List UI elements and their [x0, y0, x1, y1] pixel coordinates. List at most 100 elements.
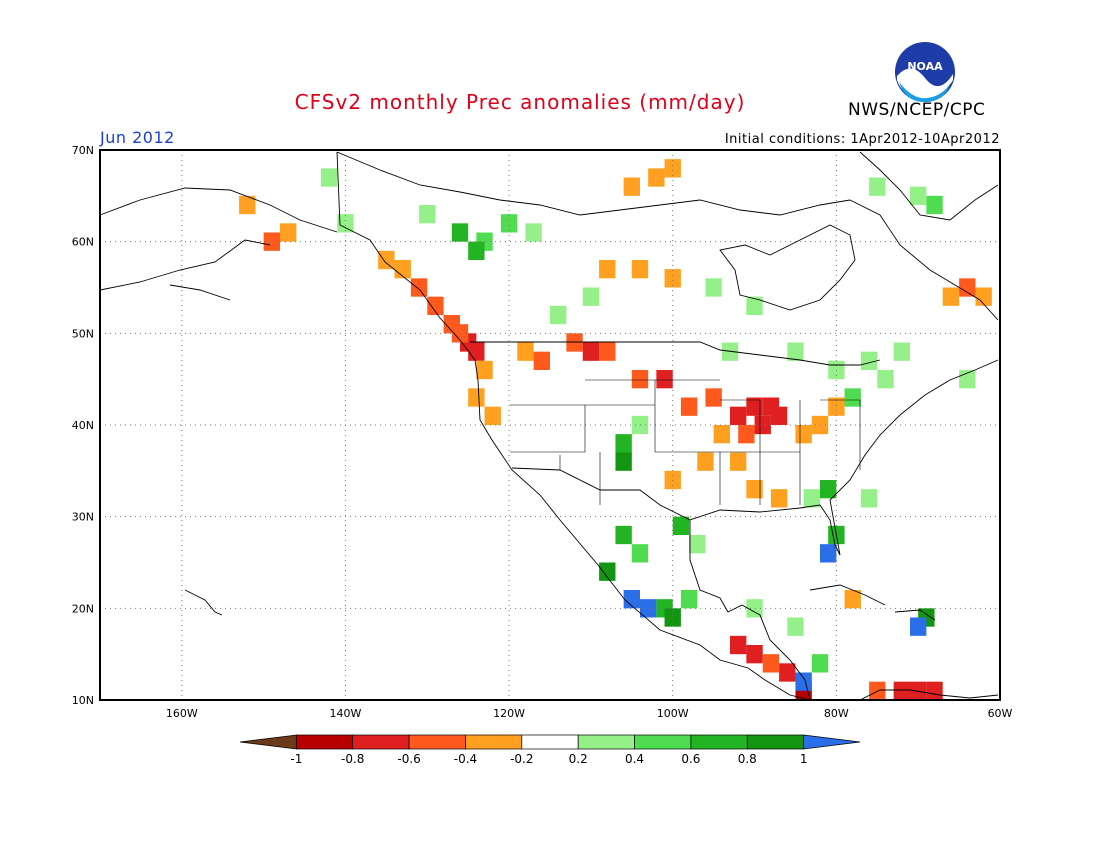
anomaly-cell [942, 287, 960, 306]
colorbar-swatch [408, 734, 466, 750]
lon-tick-label: 120W [493, 707, 525, 720]
anomaly-cell [860, 489, 878, 508]
anomaly-cell [500, 214, 518, 233]
anomaly-cell [762, 654, 780, 673]
anomaly-cell [468, 241, 485, 260]
anomaly-cell [860, 351, 878, 370]
anomaly-cell [656, 370, 673, 389]
anomaly-cells [239, 159, 992, 700]
anomaly-cell [680, 397, 698, 416]
anomaly-cell [893, 681, 910, 700]
initial-conditions: Initial conditions: 1Apr2012-10Apr2012 [724, 132, 1000, 147]
graticule-gridlines [100, 150, 1000, 700]
anomaly-cell [664, 159, 681, 178]
anomaly-cell [779, 663, 796, 682]
lat-tick-label: 70N [72, 144, 94, 157]
anomaly-cell [959, 278, 976, 297]
anomaly-cell [787, 617, 804, 636]
colorbar-swatch [803, 734, 861, 750]
anomaly-cell [689, 535, 706, 554]
coastline-alaska [99, 187, 338, 301]
anomaly-cell [566, 333, 583, 352]
anomaly-cell [320, 168, 338, 187]
anomaly-cell [746, 296, 763, 315]
lat-tick-label: 10N [72, 694, 94, 707]
agency-label: NWS/NCEP/CPC [848, 100, 986, 120]
colorbar-tick-label: -1 [290, 752, 302, 766]
anomaly-cell [746, 397, 763, 416]
lon-tick-label: 80W [824, 707, 849, 720]
anomaly-cell [926, 681, 943, 700]
colorbar-swatch [352, 734, 410, 750]
chart-title: CFSv2 monthly Prec anomalies (mm/day) [294, 90, 746, 114]
anomaly-cell [623, 590, 640, 609]
anomaly-cell [517, 342, 534, 361]
anomaly-cell [427, 296, 444, 315]
coastline-south-america [859, 689, 999, 701]
colorbar-tick-label: -0.4 [454, 752, 477, 766]
coastline-west [336, 151, 811, 701]
colorbar-swatch [239, 734, 297, 750]
coastline-gulf [689, 359, 999, 701]
lon-tick-label: 100W [657, 707, 689, 720]
anomaly-cell [811, 654, 829, 673]
lon-tick-label: 60W [988, 707, 1013, 720]
colorbar-swatch [577, 734, 635, 750]
colorbar-swatch [690, 734, 748, 750]
border-states [510, 379, 861, 505]
anomaly-cell [484, 406, 501, 425]
colorbar-tick-label: -0.6 [397, 752, 420, 766]
colorbar-legend: -1 -0.8 -0.6 -0.4 -0.2 0.2 0.4 0.6 0.8 1 [239, 734, 861, 766]
coastline-labrador [849, 199, 999, 321]
anomaly-cell [623, 177, 640, 196]
anomaly-cell [975, 287, 992, 306]
anomaly-cell [280, 223, 297, 242]
anomaly-cell [910, 681, 927, 700]
anomaly-cell [550, 305, 567, 325]
anomaly-cell [533, 351, 550, 370]
anomaly-cell [877, 370, 894, 389]
anomaly-cell [828, 397, 845, 416]
lat-tick-label: 30N [72, 511, 94, 524]
anomaly-cell [337, 214, 354, 233]
forecast-month: Jun 2012 [100, 128, 175, 147]
anomaly-cell [803, 489, 820, 508]
anomaly-cell [476, 360, 493, 380]
anomaly-cell [926, 195, 943, 215]
anomaly-cell [705, 388, 722, 407]
anomaly-cell [754, 415, 771, 435]
colorbar-swatch [634, 734, 692, 750]
coastline-hawaii [184, 589, 223, 616]
colorbar-tick-label: 1 [800, 752, 808, 766]
coastline-greenland [859, 151, 999, 221]
anomaly-cell [730, 406, 747, 425]
anomaly-cell [378, 250, 395, 270]
anomaly-cell [795, 672, 812, 691]
colorbar-tick-label: -0.2 [510, 752, 533, 766]
anomaly-cell [443, 315, 460, 334]
lat-tick-label: 50N [72, 327, 94, 340]
anomaly-cell [844, 388, 861, 407]
anomaly-cell [615, 525, 632, 545]
anomaly-cell [672, 516, 690, 535]
noaa-logo-text: NOAA [907, 60, 943, 73]
anomaly-cell [869, 177, 886, 196]
anomaly-cell [451, 223, 469, 242]
colorbar-tick-label: 0.2 [569, 752, 588, 766]
anomaly-cell [640, 599, 657, 618]
colorbar-tick-label: 0.6 [681, 752, 700, 766]
anomaly-cell [770, 406, 788, 425]
anomaly-cell [599, 342, 616, 361]
anomaly-cell [713, 425, 730, 444]
lon-tick-label: 160W [166, 707, 198, 720]
colorbar-tick-label: 0.8 [738, 752, 757, 766]
anomaly-cell [582, 342, 600, 361]
anomaly-cell [410, 278, 428, 297]
anomaly-cell [730, 452, 747, 471]
anomaly-cell [263, 232, 280, 251]
anomaly-cell [795, 425, 812, 444]
anomaly-cell [239, 195, 256, 215]
anomaly-cell [746, 599, 763, 618]
anomaly-cell [631, 544, 649, 563]
